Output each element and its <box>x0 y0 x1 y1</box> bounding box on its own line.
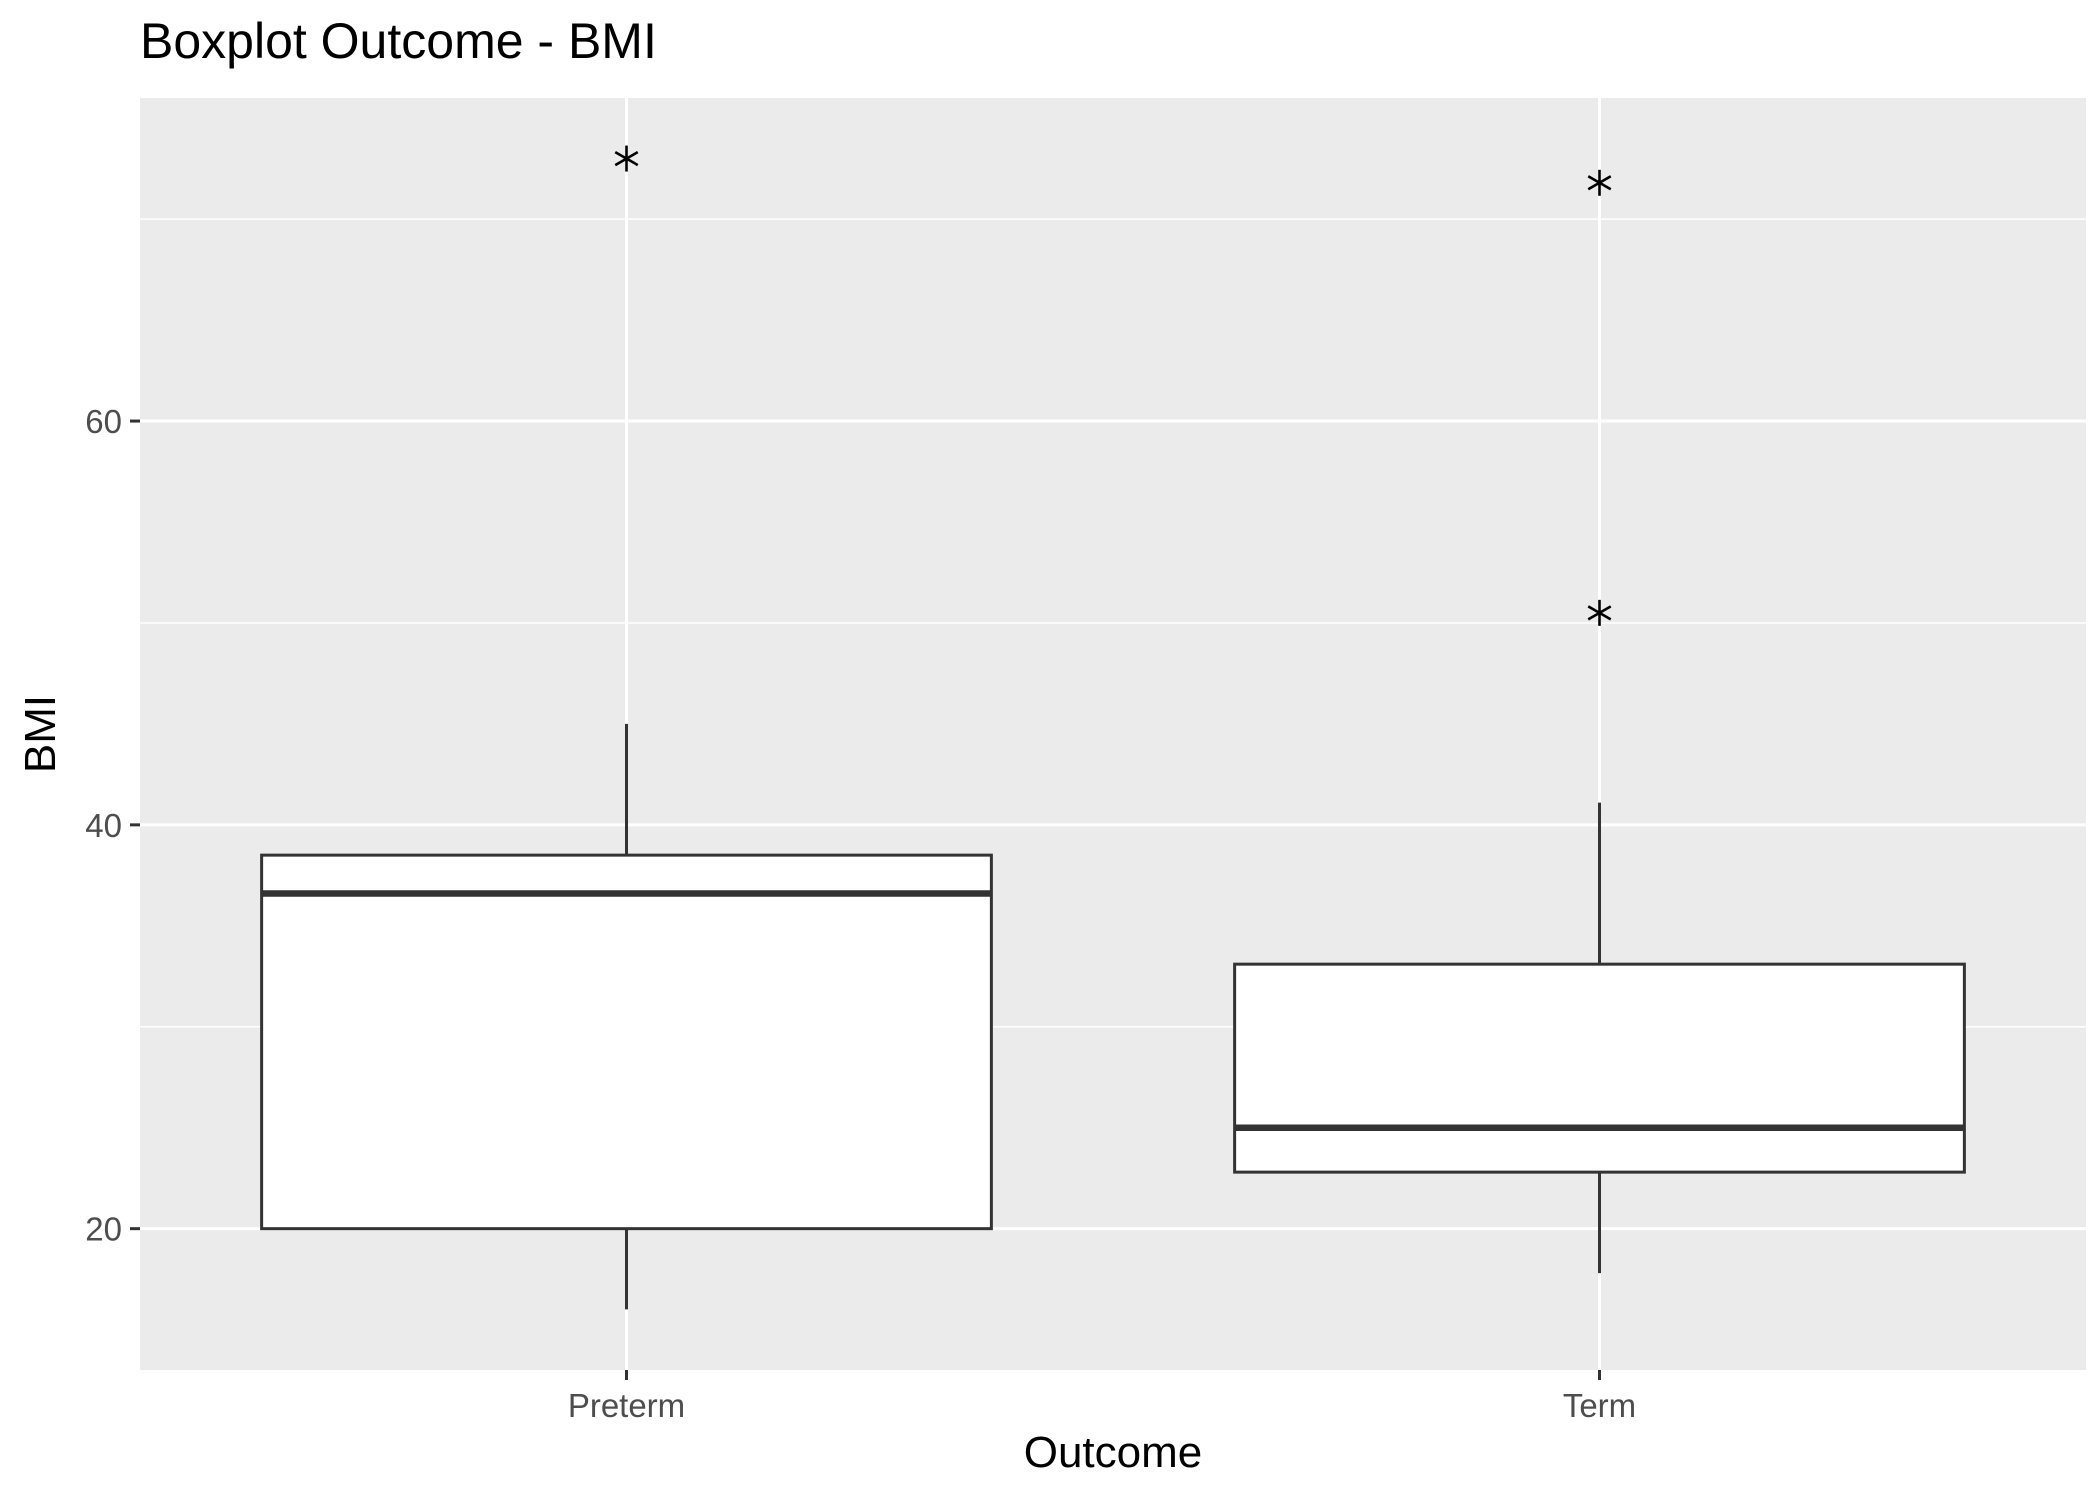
outlier-point <box>1587 599 1612 626</box>
x-tick-label: Term <box>1563 1387 1636 1424</box>
x-tick-label: Preterm <box>568 1387 685 1424</box>
chart-title: Boxplot Outcome - BMI <box>140 13 657 69</box>
outlier-point <box>614 145 639 172</box>
y-tick-label: 60 <box>85 403 122 440</box>
outlier-point <box>1587 169 1612 196</box>
y-tick-label: 20 <box>85 1211 122 1248</box>
x-axis-title: Outcome <box>1023 1428 1203 1477</box>
box-iqr <box>260 853 993 1231</box>
box-iqr <box>1233 962 1966 1174</box>
y-axis-title: BMI <box>16 694 65 774</box>
y-tick-label: 40 <box>85 807 122 844</box>
